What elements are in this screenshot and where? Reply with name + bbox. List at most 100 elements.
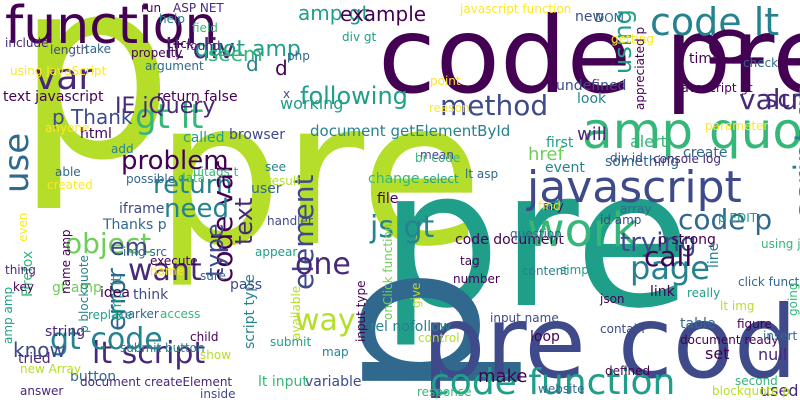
word-148: marker xyxy=(116,307,159,321)
word-2: pre xyxy=(380,129,692,350)
word-33: text xyxy=(230,197,258,245)
word-85: show xyxy=(200,348,232,362)
word-40: way xyxy=(295,303,356,338)
word-23: js gt xyxy=(370,210,435,245)
word-180: reason xyxy=(429,101,470,115)
word-123: name amp xyxy=(59,229,73,294)
word-132: defined xyxy=(605,364,651,378)
word-172: see xyxy=(265,160,287,174)
word-152: name xyxy=(150,264,185,278)
word-134: blockquote p xyxy=(712,384,790,398)
word-87: button xyxy=(70,369,117,385)
word-138: lt img xyxy=(720,299,755,313)
word-70: variable xyxy=(305,374,362,390)
word-143: input name xyxy=(490,311,559,325)
word-153: child xyxy=(190,330,219,344)
word-144: control xyxy=(418,331,460,345)
word-181: point xyxy=(430,74,461,88)
word-7: function xyxy=(5,0,218,56)
word-176: possible xyxy=(126,172,176,186)
word-16: lt div xyxy=(165,32,235,65)
word-112: check xyxy=(743,56,779,70)
word-104: script xyxy=(765,85,800,113)
word-78: null xyxy=(758,345,788,364)
word-50: html xyxy=(80,126,112,142)
word-28: lt script xyxy=(92,336,206,371)
word-145: give xyxy=(409,282,423,308)
word-183: handler xyxy=(267,214,313,228)
word-158: available xyxy=(289,285,303,340)
word-106: time xyxy=(689,51,721,67)
word-64: create xyxy=(683,145,728,161)
word-133: second xyxy=(735,374,778,388)
word-20: return xyxy=(153,170,233,200)
word-109: javascript function xyxy=(460,2,572,16)
word-115: include xyxy=(5,36,49,50)
word-91: look xyxy=(577,91,607,107)
word-73: loop xyxy=(530,329,560,345)
word-124: amp amp xyxy=(1,286,15,344)
word-37: code p xyxy=(678,203,773,236)
word-92: new xyxy=(575,9,604,25)
word-98: d xyxy=(246,52,259,76)
word-11: work xyxy=(527,203,639,257)
word-151: sure xyxy=(200,269,226,283)
word-6: amp quot xyxy=(582,102,800,160)
word-120: img src xyxy=(123,245,167,259)
word-52: called xyxy=(183,130,225,146)
word-19: problem xyxy=(121,146,229,176)
word-159: onClick function xyxy=(381,223,395,320)
word-154: execute xyxy=(150,254,198,268)
word-94: property xyxy=(131,46,183,60)
word-119: thing xyxy=(5,263,36,277)
word-59: iframe xyxy=(119,201,165,217)
word-99: d xyxy=(275,56,288,80)
word-58: text javascript xyxy=(3,89,104,105)
word-150: access xyxy=(160,307,201,321)
word-57: return false xyxy=(157,89,238,105)
word-96: click xyxy=(167,37,194,51)
word-61: file xyxy=(377,191,399,207)
word-69: make xyxy=(478,366,528,387)
word-103: gt amp xyxy=(52,280,102,296)
word-146: map xyxy=(322,345,349,359)
word-107: div gt xyxy=(342,30,377,44)
word-179: x xyxy=(283,87,291,101)
word-9: code lt xyxy=(650,0,780,44)
word-189: document ready xyxy=(680,333,779,347)
word-167: id amp xyxy=(600,213,642,227)
word-163: question xyxy=(510,227,562,241)
word-42: quot amp xyxy=(195,37,301,62)
word-30: need xyxy=(164,194,229,224)
word-182: parameter xyxy=(705,119,769,133)
word-45: seem xyxy=(208,42,263,66)
word-82: think xyxy=(133,287,169,303)
word-110: php xyxy=(287,49,310,63)
word-188: using jQuery xyxy=(761,237,800,251)
word-0: p xyxy=(15,0,174,215)
word-1: pre xyxy=(155,58,483,291)
word-177: add xyxy=(111,142,134,156)
word-101: ASP NET xyxy=(173,1,224,15)
word-173: result xyxy=(267,174,301,188)
word-129: inside xyxy=(200,387,236,400)
word-66: first xyxy=(546,135,574,151)
word-113: javascript gt xyxy=(678,81,753,95)
word-156: submit xyxy=(270,335,312,349)
word-140: really xyxy=(687,286,721,300)
word-141: json xyxy=(600,292,625,306)
word-137: click function xyxy=(738,275,800,289)
word-8: javascript xyxy=(527,162,742,213)
word-17: method xyxy=(440,89,549,122)
word-15: IE jQuery xyxy=(115,94,216,119)
word-187: even xyxy=(16,212,30,242)
word-170: mean xyxy=(420,148,455,162)
word-93: event xyxy=(545,160,585,176)
word-75: link xyxy=(650,284,675,300)
word-121: key xyxy=(13,280,35,294)
word-14: var xyxy=(35,57,94,98)
word-49: document getElementById xyxy=(310,122,511,140)
word-100: found xyxy=(186,39,221,53)
word-44: example xyxy=(340,2,427,26)
